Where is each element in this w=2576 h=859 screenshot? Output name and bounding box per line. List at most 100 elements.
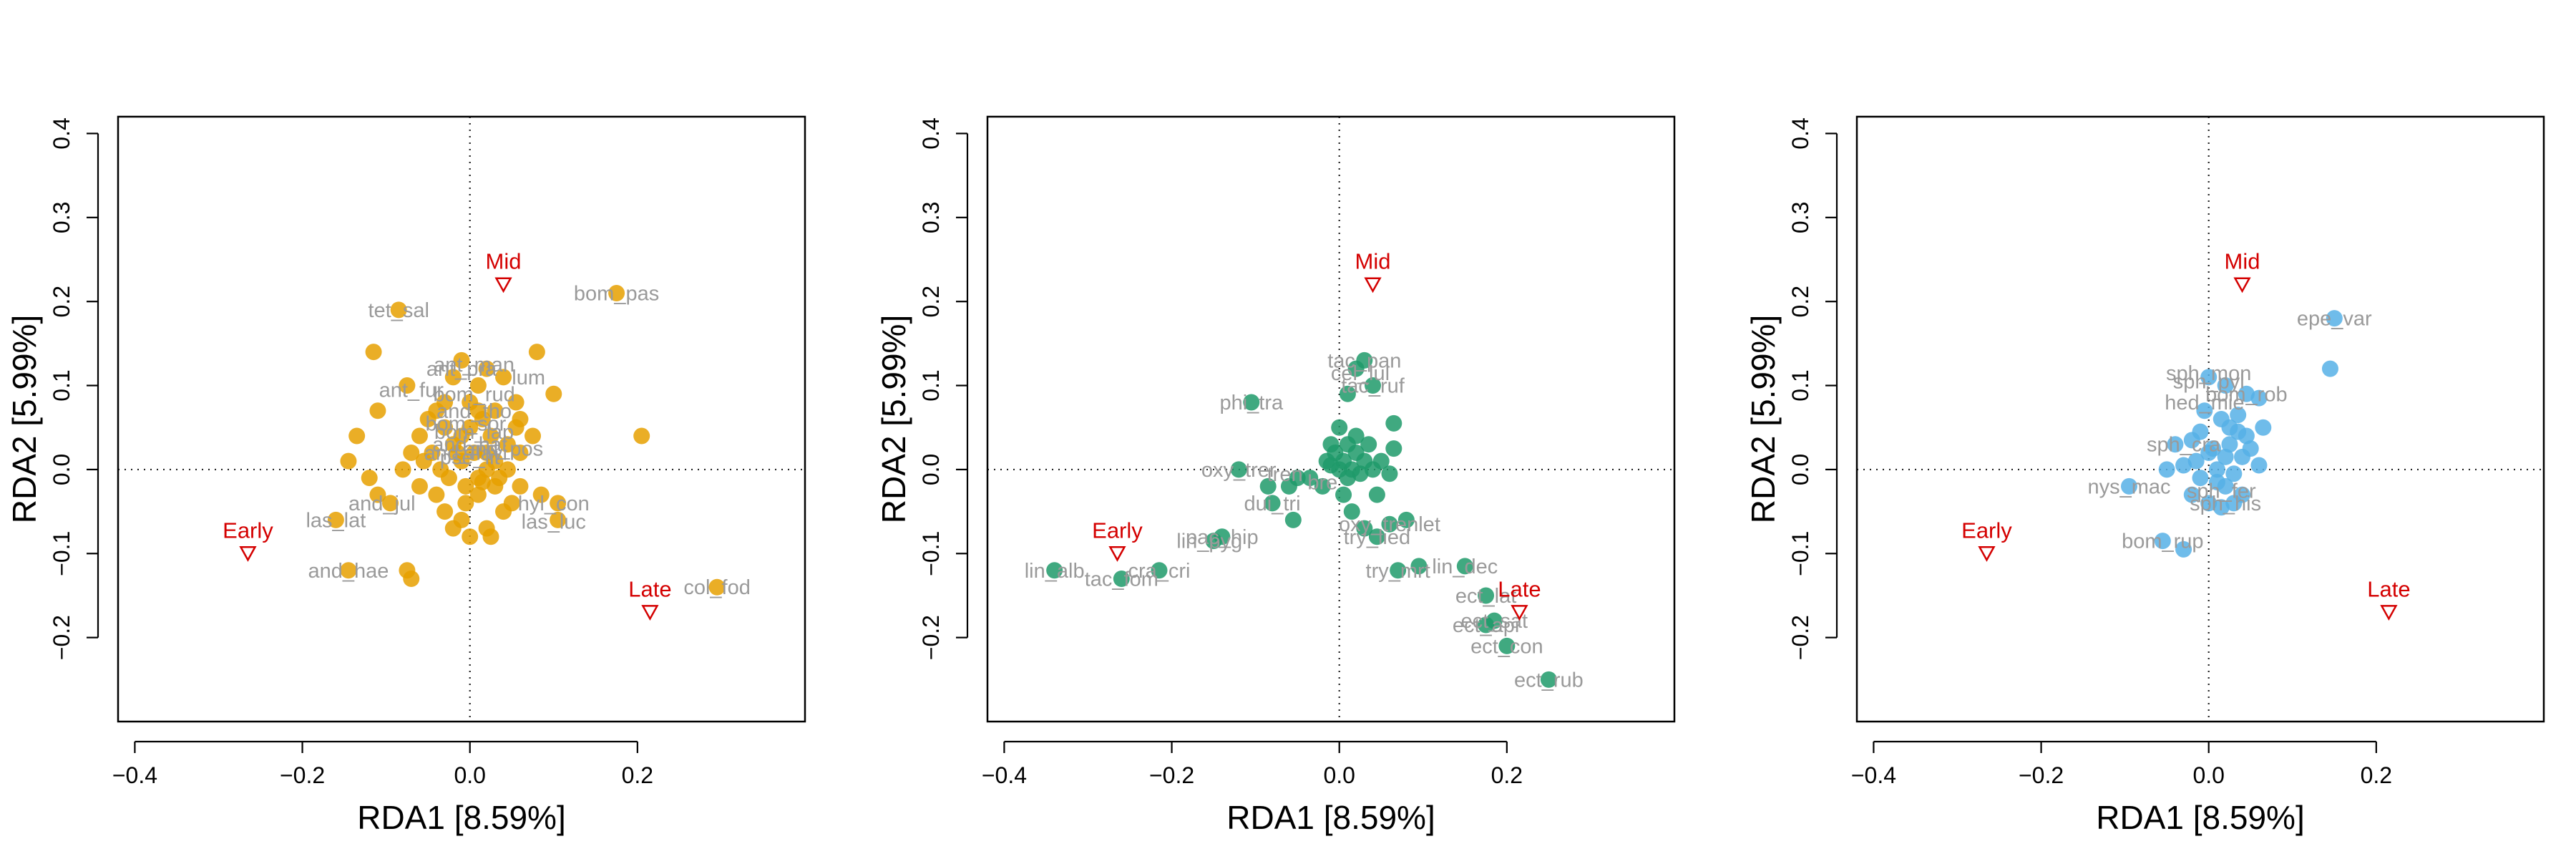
plot-frame bbox=[986, 115, 1676, 723]
species-label: sph_pyl bbox=[2173, 371, 2245, 394]
species-label: las_lat bbox=[306, 509, 366, 532]
species-point bbox=[2175, 457, 2192, 474]
species-point bbox=[2158, 461, 2175, 478]
species-label: dui_tri bbox=[1244, 492, 1301, 515]
species-point bbox=[449, 444, 466, 461]
species-label: pse_lit bbox=[440, 446, 500, 469]
species-point bbox=[478, 360, 495, 377]
species-point bbox=[2175, 540, 2192, 558]
species-label: hed_mie bbox=[2165, 392, 2244, 414]
species-point bbox=[1365, 377, 1382, 394]
species-label: bom_rup bbox=[2122, 530, 2203, 553]
species-point bbox=[2221, 436, 2238, 453]
x-tick-label: −0.2 bbox=[1149, 762, 1194, 788]
species-label: ect_rub bbox=[1514, 669, 1584, 691]
species-point bbox=[444, 369, 462, 386]
species-point bbox=[2167, 436, 2184, 453]
species-point bbox=[2200, 495, 2218, 512]
species-point bbox=[507, 394, 525, 411]
species-point bbox=[1385, 414, 1402, 432]
species-point bbox=[1230, 461, 1247, 478]
species-point bbox=[403, 444, 420, 461]
species-point bbox=[1339, 385, 1356, 402]
y-tick-label: 0.0 bbox=[1787, 454, 1813, 485]
site-label: Mid bbox=[1355, 249, 1391, 274]
y-tick-label: 0.4 bbox=[918, 117, 944, 149]
y-tick-label: −0.2 bbox=[49, 615, 74, 660]
species-label: and_flavi bbox=[424, 442, 507, 465]
species-label: pac_hip bbox=[1186, 526, 1259, 549]
species-label: lum bbox=[512, 367, 545, 389]
y-tick-label: 0.1 bbox=[49, 369, 74, 401]
site-label: Early bbox=[1961, 518, 2012, 543]
species-point bbox=[2217, 377, 2234, 394]
species-point bbox=[457, 477, 474, 495]
y-tick-label: 0.0 bbox=[918, 454, 944, 485]
species-point bbox=[1385, 440, 1402, 457]
species-point bbox=[1368, 528, 1385, 545]
species-point bbox=[1264, 495, 1281, 512]
species-point bbox=[2238, 427, 2255, 445]
species-label: try_lied bbox=[1344, 526, 1411, 549]
y-tick-label: 0.4 bbox=[49, 117, 74, 149]
plot-frame bbox=[117, 115, 806, 723]
species-label: and_jul bbox=[348, 492, 416, 515]
species-point bbox=[469, 486, 487, 503]
species-point bbox=[512, 444, 529, 461]
species-point bbox=[2242, 440, 2259, 457]
y-tick-label: −0.2 bbox=[1787, 615, 1813, 660]
species-point bbox=[482, 528, 499, 545]
species-point bbox=[2225, 465, 2243, 482]
species-point bbox=[1356, 520, 1373, 537]
species-point bbox=[2208, 461, 2225, 478]
species-point bbox=[1151, 562, 1168, 579]
species-label: lin_dec bbox=[1432, 555, 1498, 578]
species-point bbox=[1381, 465, 1398, 482]
species-point bbox=[545, 385, 562, 402]
species-point bbox=[340, 452, 357, 470]
species-label: ant_pra bbox=[426, 358, 497, 381]
species-point bbox=[1360, 436, 1377, 453]
species-point bbox=[2196, 402, 2213, 419]
species-point bbox=[1498, 637, 1516, 654]
species-point bbox=[1540, 671, 1557, 688]
species-point bbox=[1456, 558, 1473, 575]
x-tick-label: 0.2 bbox=[2361, 762, 2392, 788]
species-point bbox=[369, 486, 386, 503]
x-tick-label: 0.0 bbox=[454, 762, 485, 788]
species-point bbox=[503, 495, 520, 512]
y-tick-label: 0.3 bbox=[918, 202, 944, 233]
species-point bbox=[361, 470, 378, 487]
species-label: bom_sor bbox=[425, 412, 506, 435]
plot-frame bbox=[1855, 115, 2545, 723]
species-point bbox=[428, 486, 445, 503]
species-point bbox=[2208, 474, 2225, 491]
species-point bbox=[466, 444, 483, 461]
species-point bbox=[1478, 587, 1495, 604]
species-point bbox=[1302, 470, 1319, 487]
species-point bbox=[2187, 452, 2205, 470]
species-point bbox=[411, 477, 428, 495]
species-label: tet_sal bbox=[368, 299, 429, 322]
species-point bbox=[2225, 495, 2243, 512]
y-tick-label: 0.1 bbox=[918, 369, 944, 401]
species-point bbox=[2238, 385, 2255, 402]
site-marker bbox=[1364, 277, 1382, 293]
species-point bbox=[512, 477, 529, 495]
y-tick-label: −0.2 bbox=[918, 615, 944, 660]
x-tick-label: −0.2 bbox=[2019, 762, 2064, 788]
species-point bbox=[1335, 486, 1352, 503]
species-point bbox=[1485, 612, 1503, 629]
species-point bbox=[348, 427, 366, 445]
species-point bbox=[419, 411, 436, 427]
species-point bbox=[1046, 562, 1063, 579]
species-point bbox=[453, 511, 470, 528]
species-point bbox=[2326, 310, 2343, 327]
species-point bbox=[1314, 477, 1331, 495]
y-tick-label: −0.1 bbox=[1787, 531, 1813, 576]
species-label: ect_lat bbox=[1455, 585, 1516, 608]
species-label: bre bbox=[1307, 472, 1337, 495]
